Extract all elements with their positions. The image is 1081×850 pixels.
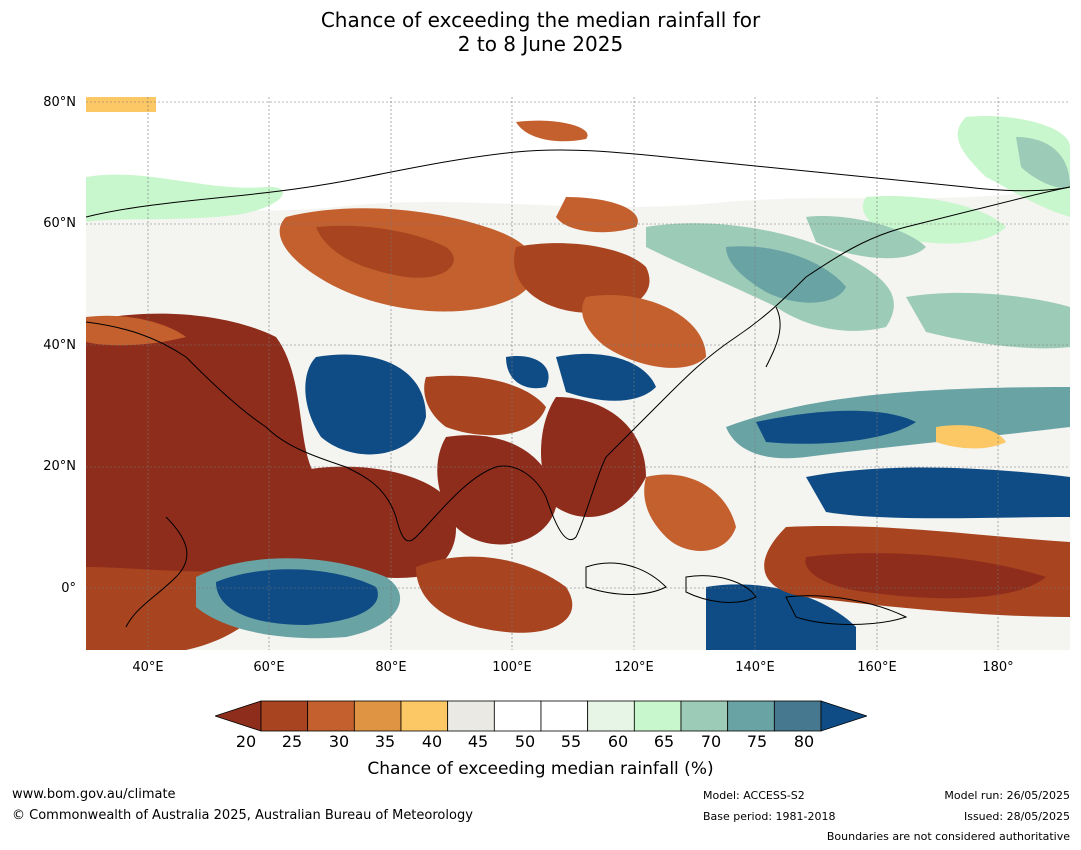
graticule — [86, 97, 1070, 650]
map-svg — [86, 97, 1070, 650]
arabian-sea-dry-region — [276, 466, 456, 578]
arctic-wet-region-east — [957, 116, 1070, 217]
base-period: Base period: 1981-2018 — [703, 810, 836, 823]
colorbar — [215, 700, 867, 732]
colorbar-low-extend-arrow — [215, 700, 262, 732]
central-pacific-wet-band — [806, 467, 1070, 519]
pacific-dry-patch — [936, 425, 1006, 449]
colorbar-tick-70: 70 — [700, 732, 722, 751]
colorbar-cell-1 — [307, 700, 355, 732]
colorbar-cell-4 — [447, 700, 495, 732]
lat-label-20n: 20°N — [43, 459, 76, 474]
colorbar-tick-55: 55 — [560, 732, 582, 751]
boundaries-disclaimer: Boundaries are not considered authoritat… — [826, 830, 1070, 843]
ne-asia-wet-core — [726, 246, 846, 303]
colorbar-tick-50: 50 — [514, 732, 536, 751]
colorbar-cell-10 — [727, 700, 775, 732]
map-title: Chance of exceeding the median rainfall … — [0, 8, 1081, 56]
colorbar-cell-11 — [773, 700, 822, 732]
north-pacific-wet-core — [756, 410, 916, 444]
okhotsk-wet-region — [806, 216, 926, 259]
colorbar-cell-3 — [400, 700, 449, 732]
lon-label-140e: 140°E — [735, 660, 775, 675]
central-asia-dry-core — [316, 225, 454, 278]
south-indian-ocean-wet-core — [216, 569, 378, 625]
philippines-dry-region — [644, 474, 736, 551]
north-pacific-wet-patch — [906, 292, 1070, 349]
mediterranean-dry-edge — [86, 315, 186, 346]
title-line-1: Chance of exceeding the median rainfall … — [320, 8, 761, 32]
model-run-date: Model run: 26/05/2025 — [944, 789, 1070, 802]
lon-label-100e: 100°E — [492, 660, 532, 675]
colorbar-tick-30: 30 — [328, 732, 350, 751]
lat-label-0: 0° — [61, 581, 76, 596]
colorbar-cell-7 — [587, 700, 635, 732]
himalaya-wet-region — [305, 354, 426, 455]
lon-label-180: 180° — [982, 660, 1014, 675]
colorbar-tick-60: 60 — [607, 732, 629, 751]
colorbar-cell-8 — [633, 700, 682, 732]
copyright-text: © Commonwealth of Australia 2025, Austra… — [12, 808, 473, 823]
colorbar-tick-25: 25 — [281, 732, 303, 751]
colorbar-cell-5 — [493, 700, 542, 732]
colorbar-tick-65: 65 — [653, 732, 675, 751]
arctic-wet-region-west — [86, 174, 283, 222]
colorbar-tick-35: 35 — [374, 732, 396, 751]
north-china-dry-region — [582, 295, 706, 368]
colorbar-cell-9 — [680, 700, 729, 732]
sumatra-dry-region — [416, 556, 573, 633]
colorbar-label: Chance of exceeding median rainfall (%) — [367, 759, 714, 779]
website-link[interactable]: www.bom.gov.au/climate — [12, 787, 176, 802]
lat-label-80n: 80°N — [43, 95, 76, 110]
sichuan-wet-region — [506, 356, 549, 389]
lon-label-40e: 40°E — [132, 660, 164, 675]
arctic-wet-core-east — [1016, 137, 1070, 188]
colorbar-cell-0 — [260, 700, 309, 732]
colorbar-cell-6 — [540, 700, 589, 732]
colorbar-high-extend-arrow — [820, 700, 867, 732]
arctic-dry-strip — [86, 97, 156, 112]
south-china-wet-region — [556, 353, 656, 401]
colorbar-tick-40: 40 — [421, 732, 443, 751]
colorbar-tick-20: 20 — [235, 732, 257, 751]
lat-label-40n: 40°N — [43, 338, 76, 353]
lon-label-80e: 80°E — [375, 660, 407, 675]
colorbar-cell-2 — [353, 700, 402, 732]
issued-date: Issued: 28/05/2025 — [963, 810, 1070, 823]
lon-label-160e: 160°E — [857, 660, 897, 675]
title-line-2: 2 to 8 June 2025 — [457, 32, 624, 56]
indochina-dry-region — [541, 397, 646, 517]
equatorial-pacific-dry-core — [805, 553, 1046, 599]
arctic-dry-patch — [516, 120, 588, 142]
colorbar-tick-75: 75 — [746, 732, 768, 751]
colorbar-tick-80: 80 — [793, 732, 815, 751]
lon-label-60e: 60°E — [253, 660, 285, 675]
rainfall-probability-map[interactable] — [86, 97, 1070, 650]
model-name: Model: ACCESS-S2 — [703, 789, 805, 802]
lat-label-60n: 60°N — [43, 216, 76, 231]
coastlines — [86, 149, 1070, 628]
siberia-dry-patch-1 — [556, 197, 638, 233]
bay-of-bengal-dry-region — [437, 435, 556, 545]
tibet-dry-region — [424, 375, 546, 436]
colorbar-tick-45: 45 — [467, 732, 489, 751]
lon-label-120e: 120°E — [614, 660, 654, 675]
